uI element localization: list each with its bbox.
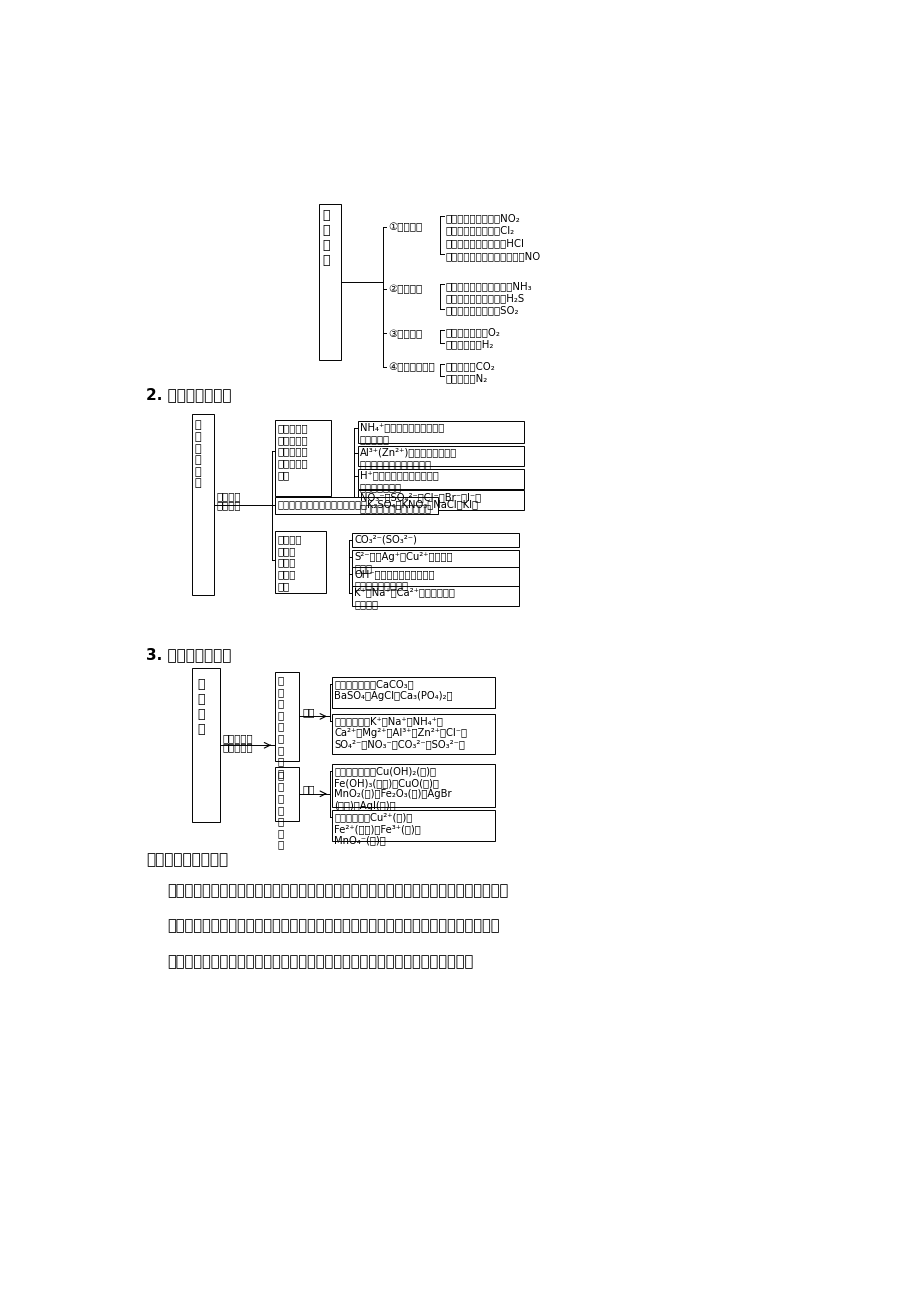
Text: 瓶内气体为黄绿色：Cl₂: 瓶内气体为黄绿色：Cl₂ [445,225,514,234]
Text: S²⁻：加Ag⁺或Cu²⁺，产生黑
色沉淀: S²⁻：加Ag⁺或Cu²⁺，产生黑 色沉淀 [354,552,452,574]
Text: 滴加紫色: 滴加紫色 [216,491,241,501]
Text: 不溶解，可能是Cu(OH)₂(蓝)、
Fe(OH)₃(红褐)、CuO(黑)、
MnO₂(黑)、Fe₂O₃(红)、AgBr
(浅黄)、AgI(黄)等: 不溶解，可能是Cu(OH)₂(蓝)、 Fe(OH)₃(红褐)、CuO(黑)、 M… [334,766,451,811]
Text: 特殊现象（如：生成气体、沉淀，产生特殊颜色等），从而确定该物质的存在。: 特殊现象（如：生成气体、沉淀，产生特殊颜色等），从而确定该物质的存在。 [167,954,473,969]
Bar [357,445,524,466]
Text: 2. 无色溶液的检验: 2. 无色溶液的检验 [146,387,232,402]
Text: 溶解，可能是Cu²⁺(蓝)、
Fe²⁺(浅绿)、Fe³⁺(黄)、
MnO₄⁻(紫)等: 溶解，可能是Cu²⁺(蓝)、 Fe²⁺(浅绿)、Fe³⁺(黄)、 MnO₄⁻(紫… [334,812,421,845]
Text: 待
检
物
质: 待 检 物 质 [197,677,204,736]
Bar [332,713,494,754]
Text: 石蕊溶液: 石蕊溶液 [216,500,241,510]
Text: 湿润品红试纸褪色：SO₂: 湿润品红试纸褪色：SO₂ [445,306,518,315]
Text: ④用石灰水检验: ④用石灰水检验 [388,362,434,372]
Text: CO₃²⁻(SO₃²⁻): CO₃²⁻(SO₃²⁻) [354,534,417,544]
Text: 余烬木条复燃：O₂: 余烬木条复燃：O₂ [445,327,500,337]
Text: NO₃⁻、SO₄²⁻、Cl⁻、Br⁻、I⁻：
利用相应阴离子检验法确定: NO₃⁻、SO₄²⁻、Cl⁻、Br⁻、I⁻： 利用相应阴离子检验法确定 [359,492,481,513]
Text: 溶解，可能是K⁺、Na⁺、NH₄⁺、
Ca²⁺、Mg²⁺、Al³⁺、Zn²⁺、Cl⁻、
SO₄²⁻、NO₃⁻、CO₃²⁻、SO₃²⁻等: 溶解，可能是K⁺、Na⁺、NH₄⁺、 Ca²⁺、Mg²⁺、Al³⁺、Zn²⁺、C… [334,716,467,749]
Bar [332,764,494,807]
Text: 直接检验，另一方面是根据物质化学性质，使被检验物质与加入的试剂作用，产生某种: 直接检验，另一方面是根据物质化学性质，使被检验物质与加入的试剂作用，产生某种 [167,918,500,934]
Bar [332,677,494,707]
Text: 显蓝色，
可能是
碱、强
碱弱酸
盐等: 显蓝色， 可能是 碱、强 碱弱酸 盐等 [278,534,302,591]
Text: 加水: 加水 [302,707,314,717]
Text: Al³⁺(Zn²⁺)：逐滴加碱直至过
量，看生成的沉淀是否溶解: Al³⁺(Zn²⁺)：逐滴加碱直至过 量，看生成的沉淀是否溶解 [359,448,457,469]
Text: 观察固体颜: 观察固体颜 [222,733,253,743]
Text: H⁺：实验表明无其他阳离子
后，可确认为酸: H⁺：实验表明无其他阳离子 后，可确认为酸 [359,470,438,492]
Text: 待
检
气
体: 待 检 气 体 [322,208,329,267]
Bar [192,414,214,595]
Text: 有
色
晶
体
或
固
体: 有 色 晶 体 或 固 体 [278,769,284,849]
Text: ②试纸检测: ②试纸检测 [388,284,422,294]
Bar [352,551,518,570]
Text: 加水: 加水 [302,785,314,794]
Text: 三、物质的检验方法: 三、物质的检验方法 [146,853,228,867]
Text: 打开瓶，瓶口有白雾：HCl: 打开瓶，瓶口有白雾：HCl [445,238,524,247]
Text: ③余气点燃: ③余气点燃 [388,328,422,339]
Bar [319,204,340,359]
Text: 常见物质的检验方法，一方面是根据物质的物理性质（如颜色、溶解性、溶解热效应等）: 常见物质的检验方法，一方面是根据物质的物理性质（如颜色、溶解性、溶解热效应等） [167,883,508,898]
Text: K⁺、Na⁺、Ca²⁺等：采用焰色
反应检验: K⁺、Na⁺、Ca²⁺等：采用焰色 反应检验 [354,587,455,609]
Bar [357,469,524,488]
Text: 不溶解，可能是CaCO₃、
BaSO₄、AgCl、Ca₃(PO₄)₂等: 不溶解，可能是CaCO₃、 BaSO₄、AgCl、Ca₃(PO₄)₂等 [334,680,452,700]
Text: 瓶内气体为红棕色：NO₂: 瓶内气体为红棕色：NO₂ [445,214,519,223]
Bar [352,568,518,587]
Bar [275,421,331,496]
Bar [357,421,524,443]
Text: OH⁻：实验表明无其他阳离
子后，可以确认为碱: OH⁻：实验表明无其他阳离 子后，可以确认为碱 [354,569,435,591]
Bar [275,531,325,592]
Text: 湿润红色石蕊试纸变蓝：NH₃: 湿润红色石蕊试纸变蓝：NH₃ [445,281,531,290]
Bar [275,767,299,820]
Text: 不变色，可能是强酸强碱的盐，如K₂SO₄、KNO₃、NaCl、KI等: 不变色，可能是强酸强碱的盐，如K₂SO₄、KNO₃、NaCl、KI等 [278,499,478,509]
Bar [275,497,437,514]
Text: 3. 固态物质的检验: 3. 固态物质的检验 [146,647,231,663]
Bar [357,491,524,510]
Text: 无
色
待
检
溶
液: 无 色 待 检 溶 液 [195,421,201,488]
Bar [352,533,518,547]
Text: 湿润醋酸钴试纸变黑：H₂S: 湿润醋酸钴试纸变黑：H₂S [445,293,524,303]
Text: 显红色，可
能是酸、强
酸弱碱盐、
强酸的酸式
盐等: 显红色，可 能是酸、强 酸弱碱盐、 强酸的酸式 盐等 [278,423,308,480]
Text: 产生爆鸣声：H₂: 产生爆鸣声：H₂ [445,340,493,349]
Text: 无浑浊的：N₂: 无浑浊的：N₂ [445,374,487,383]
Bar [352,586,518,605]
Bar [192,668,220,823]
Text: 变浑浊的：CO₂: 变浑浊的：CO₂ [445,361,494,371]
Text: NH₄⁺：加碱，加热，检出有
无氨气产生: NH₄⁺：加碱，加热，检出有 无氨气产生 [359,423,444,444]
Text: 打开瓶，瓶口出现红棕色气：NO: 打开瓶，瓶口出现红棕色气：NO [445,251,539,260]
Bar [275,672,299,760]
Text: ①观察颜色: ①观察颜色 [388,223,422,233]
Text: 色初步区分: 色初步区分 [222,742,253,753]
Text: 无
色
晶
体
或
白
色
固
体: 无 色 晶 体 或 白 色 固 体 [278,676,284,779]
Bar [332,810,494,841]
